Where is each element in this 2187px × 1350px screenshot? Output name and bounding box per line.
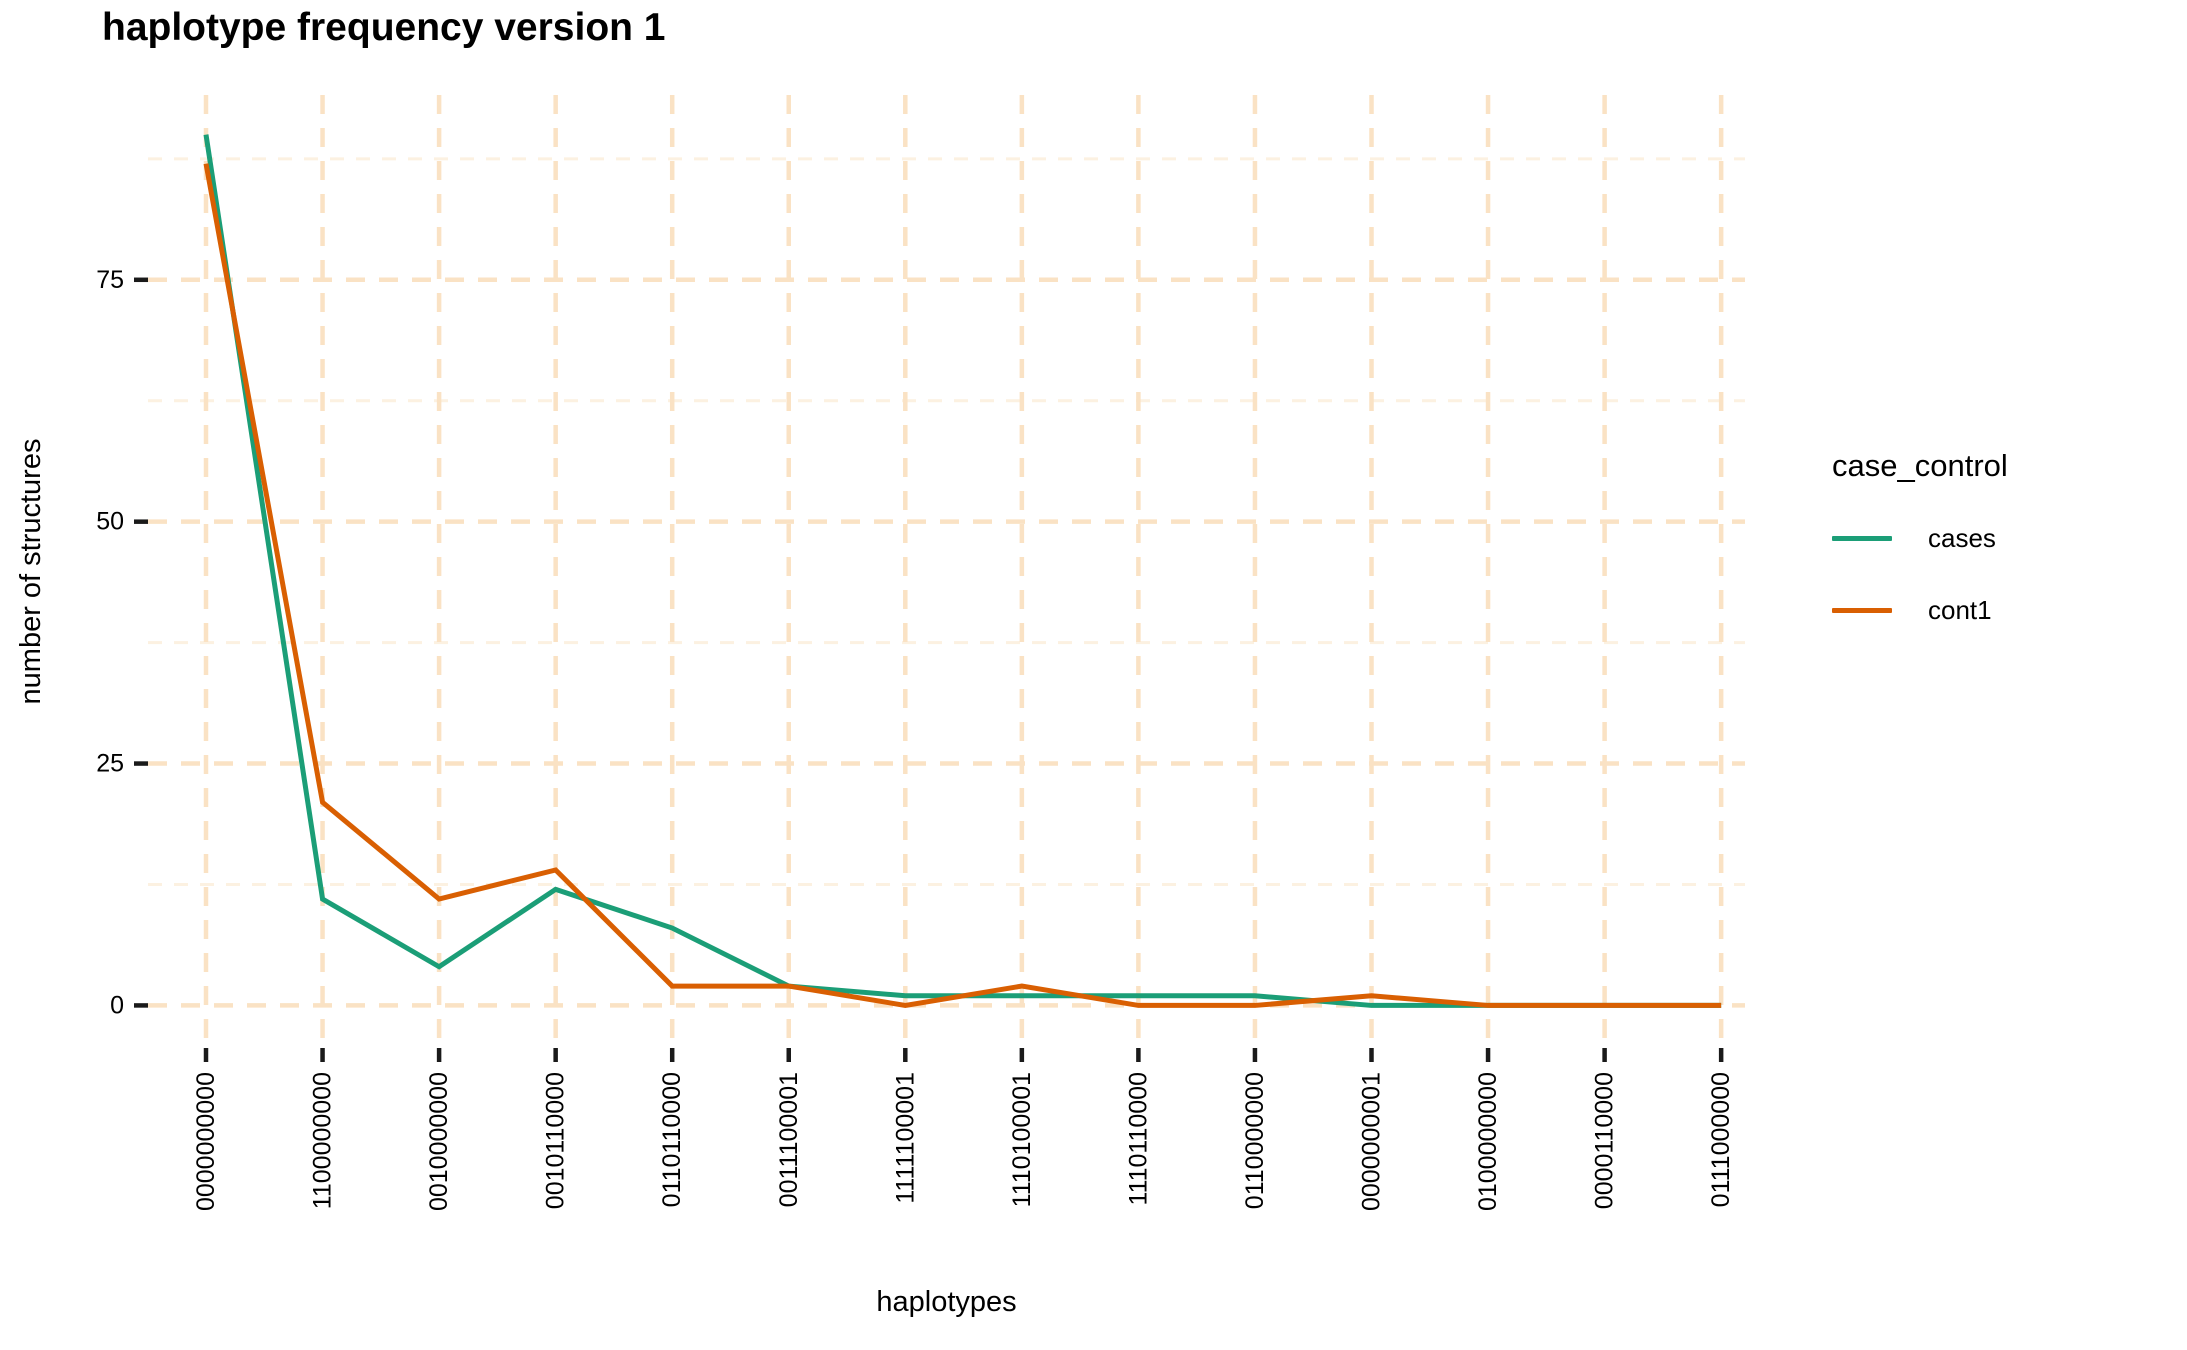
x-tick-label: 1111100001 [891,1072,919,1204]
x-tick-label: 0011100001 [775,1072,803,1207]
y-tick-label: 75 [96,266,124,294]
series-line-cases [203,134,1722,1008]
legend-swatch-cases [1832,535,1892,541]
x-tick-label: 0110110000 [658,1072,686,1207]
x-tick-label: 0110000000 [1241,1072,1269,1209]
y-axis-title: number of structures [15,439,47,705]
x-tick-label: 0000000000 [192,1072,220,1211]
legend: case_control cases cont1 [1832,448,2008,662]
legend-label-cases: cases [1928,522,1996,553]
legend-item-cont1: cont1 [1832,590,2008,630]
x-tick-label: 1110110000 [1124,1072,1152,1205]
x-tick-label: 1110100001 [1008,1072,1036,1207]
y-tick-label: 50 [96,508,124,536]
legend-label-cont1: cont1 [1928,594,1992,625]
legend-item-cases: cases [1832,518,2008,558]
legend-swatch-cont1 [1832,607,1892,613]
chart-title: haplotype frequency version 1 [102,6,666,49]
legend-title: case_control [1832,448,2008,483]
x-tick-label: 1100000000 [309,1072,337,1209]
x-tick-label: 0010000000 [425,1072,453,1211]
x-tick-label: 0100000000 [1474,1072,1502,1211]
x-tick-label: 0111000000 [1707,1072,1735,1207]
y-tick-label: 0 [110,991,124,1019]
y-tick-label: 25 [96,750,124,778]
x-tick-label: 0000110000 [1591,1072,1619,1209]
x-tick-label: 0010110000 [542,1072,570,1209]
series-line-cont1 [203,163,1722,1008]
x-axis-title: haplotypes [876,1286,1017,1318]
x-tick-label: 0000000001 [1358,1072,1386,1211]
